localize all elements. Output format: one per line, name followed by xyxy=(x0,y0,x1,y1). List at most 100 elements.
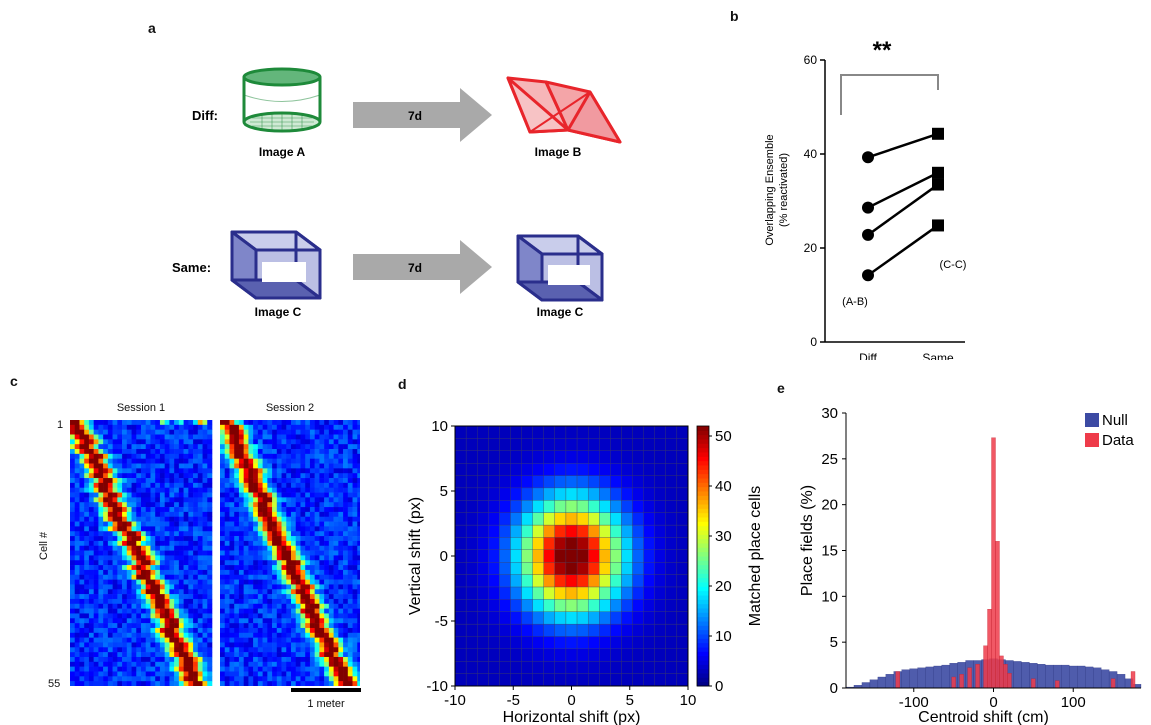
raster-cell xyxy=(224,681,230,686)
heatmap-cell xyxy=(654,636,666,650)
raster-cell xyxy=(174,429,180,435)
raster-cell xyxy=(164,453,170,459)
raster-cell xyxy=(291,550,297,556)
raster-cell xyxy=(229,632,235,638)
raster-cell xyxy=(188,487,194,493)
raster-cell xyxy=(193,632,199,638)
raster-cell xyxy=(347,482,353,489)
raster-cell xyxy=(188,594,194,600)
raster-cell xyxy=(352,565,358,571)
raster-cell xyxy=(126,424,132,430)
raster-cell xyxy=(88,613,94,619)
raster-cell xyxy=(272,531,278,537)
raster-cell xyxy=(276,453,282,459)
raster-cell xyxy=(309,453,315,459)
raster-cell xyxy=(131,526,137,532)
heatmap-cell xyxy=(510,611,522,625)
raster-cell xyxy=(145,584,151,590)
raster-cell xyxy=(183,565,189,571)
heatmap-cell xyxy=(654,562,666,575)
raster-cell xyxy=(84,603,90,609)
arrow-7d-label: 7d xyxy=(408,109,422,123)
heatmap-cell xyxy=(532,661,544,674)
raster-cell xyxy=(126,487,132,493)
raster-cell xyxy=(267,681,273,686)
heatmap-cell xyxy=(643,599,655,612)
heatmap-cell xyxy=(454,574,467,588)
raster-cell xyxy=(300,666,306,672)
raster-cell xyxy=(272,482,278,489)
raster-cell xyxy=(159,652,165,658)
raster-cell xyxy=(93,487,99,493)
data-series xyxy=(895,437,1136,689)
raster-cell xyxy=(352,531,358,537)
raster-cell xyxy=(84,565,90,571)
raster-cell xyxy=(347,540,353,547)
raster-cell xyxy=(267,555,273,561)
raster-cell xyxy=(117,589,123,595)
raster-cell xyxy=(84,574,90,580)
heatmap-cell xyxy=(488,549,500,563)
raster-cell xyxy=(183,637,189,643)
raster-cell xyxy=(107,463,113,469)
raster-cell xyxy=(333,652,339,658)
raster-cell xyxy=(131,550,137,556)
raster-cell xyxy=(169,618,175,624)
raster-cell xyxy=(84,482,90,489)
raster-cell xyxy=(253,521,259,527)
raster-cell xyxy=(112,584,118,590)
raster-cell xyxy=(309,637,315,643)
raster-cell xyxy=(197,468,203,474)
raster-cell xyxy=(155,584,161,590)
raster-cell xyxy=(276,598,282,605)
heatmap-cell xyxy=(643,586,655,600)
raster-cell xyxy=(103,463,109,469)
raster-cell xyxy=(169,511,175,518)
raster-cell xyxy=(155,574,161,580)
raster-cell xyxy=(178,632,184,638)
raster-cell xyxy=(309,434,315,440)
raster-cell xyxy=(291,453,297,459)
raster-cell xyxy=(352,681,358,686)
raster-cell xyxy=(253,439,259,445)
raster-cell xyxy=(98,439,104,445)
raster-cell xyxy=(150,598,156,605)
colorbar-tick-label: 10 xyxy=(715,628,732,645)
raster-cell xyxy=(352,429,358,435)
raster-cell xyxy=(324,637,330,643)
heatmap-cell xyxy=(454,623,467,637)
raster-cell xyxy=(136,531,142,537)
raster-cell xyxy=(220,647,226,653)
raster-cell xyxy=(338,565,344,571)
raster-cell xyxy=(155,502,161,508)
raster-cell xyxy=(324,463,330,469)
raster-cell xyxy=(328,492,334,498)
raster-cell xyxy=(243,531,249,537)
raster-cell xyxy=(150,507,156,513)
raster-cell xyxy=(257,507,263,513)
heatmap-cell xyxy=(565,487,578,501)
raster-cell xyxy=(253,420,259,426)
raster-cell xyxy=(70,550,76,556)
raster-cell xyxy=(347,555,353,561)
raster-cell xyxy=(257,531,263,537)
raster-cell xyxy=(343,603,349,609)
raster-cell xyxy=(262,487,268,493)
raster-cell xyxy=(347,676,353,682)
raster-cell xyxy=(174,540,180,547)
raster-cell xyxy=(174,618,180,624)
raster-cell xyxy=(272,463,278,469)
x-tick-label-d: 10 xyxy=(680,692,697,709)
raster-cell xyxy=(197,434,203,440)
panel-letter-d: d xyxy=(398,376,407,392)
raster-cell xyxy=(238,444,244,450)
heatmap-cell xyxy=(565,574,578,588)
raster-cell xyxy=(131,642,137,648)
raster-cell xyxy=(352,478,358,484)
raster-cell xyxy=(141,545,147,551)
raster-cell xyxy=(333,444,339,450)
null-bar xyxy=(925,666,934,689)
raster-cell xyxy=(281,560,287,566)
raster-cell xyxy=(347,589,353,595)
raster-cell xyxy=(122,429,128,435)
